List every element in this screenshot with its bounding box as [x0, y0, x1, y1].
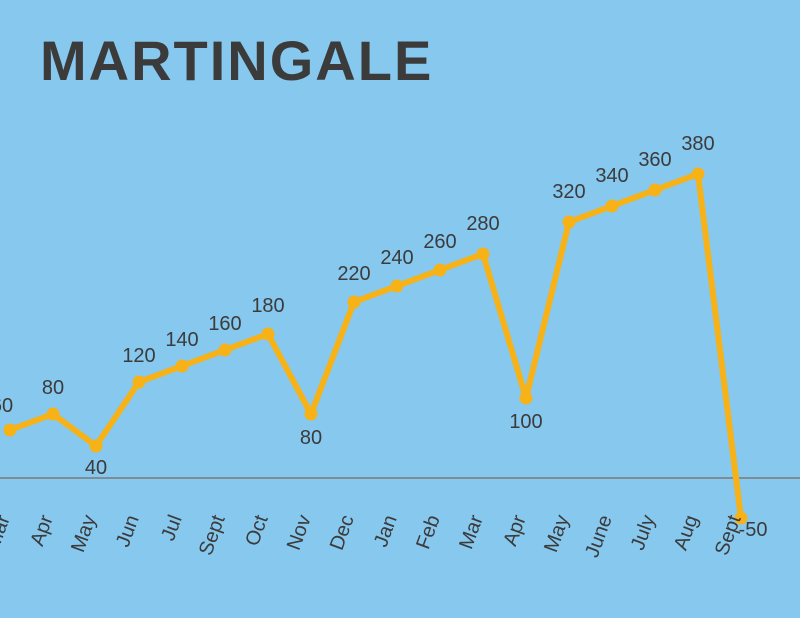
data-point: [477, 248, 489, 260]
data-point: [47, 408, 59, 420]
value-label: 180: [251, 295, 284, 317]
value-label: 360: [638, 149, 671, 171]
data-point: [4, 424, 16, 436]
martingale-line-chart: 60 80 40 120 140 160 180 80 220 240 260 280 100 320 34…: [0, 0, 800, 618]
data-point: [90, 440, 102, 452]
value-label: 80: [300, 427, 322, 449]
data-point: [563, 216, 575, 228]
data-point: [176, 360, 188, 372]
data-point: [219, 344, 231, 356]
value-label: 160: [208, 313, 241, 335]
data-point: [391, 280, 403, 292]
data-point: [520, 392, 532, 404]
data-point: [692, 168, 704, 180]
chart-title: MARTINGALE: [40, 29, 433, 92]
data-point: [133, 376, 145, 388]
value-label: 140: [165, 329, 198, 351]
value-label: 240: [380, 247, 413, 269]
value-label: 340: [595, 165, 628, 187]
data-point: [348, 296, 360, 308]
value-label: 40: [85, 457, 107, 479]
value-label: 220: [337, 263, 370, 285]
value-label: 260: [423, 231, 456, 253]
value-label: 80: [42, 377, 64, 399]
value-label: 320: [552, 181, 585, 203]
data-point: [434, 264, 446, 276]
value-label: 120: [122, 345, 155, 367]
value-label: 280: [466, 213, 499, 235]
value-label: 100: [509, 411, 542, 433]
data-point: [262, 328, 274, 340]
data-point: [606, 200, 618, 212]
data-point: [649, 184, 661, 196]
value-label: 380: [681, 133, 714, 155]
value-label: 60: [0, 395, 13, 417]
data-point: [305, 408, 317, 420]
